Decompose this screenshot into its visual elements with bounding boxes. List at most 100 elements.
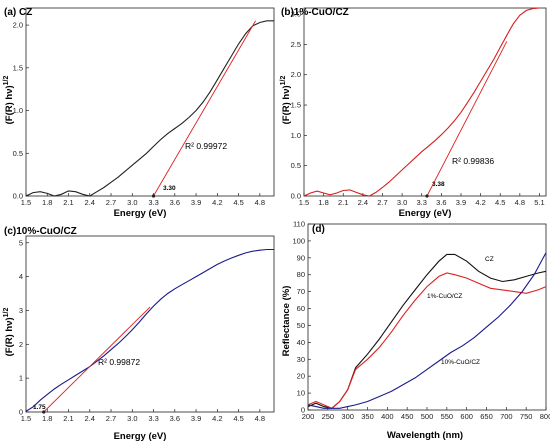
panel-a-xlabel: Energy (eV) [114, 208, 167, 219]
y-tick-label: 2.5 [291, 40, 301, 49]
x-tick-label: 2.7 [106, 414, 116, 423]
panel-b-ylabel: (F(R) hν)1/2 [280, 76, 292, 125]
x-tick-label: 3.6 [436, 198, 446, 207]
x-tick-label: 4.2 [475, 198, 485, 207]
x-tick-label: 450 [401, 412, 414, 421]
x-tick-label: 1.5 [299, 198, 309, 207]
x-tick-label: 650 [480, 412, 493, 421]
x-tick-label: 5.1 [534, 198, 544, 207]
x-tick-label: 3.3 [148, 414, 158, 423]
x-tick-label: 2.4 [85, 414, 95, 423]
series-line [303, 7, 540, 197]
panel-c-title: (c)10%-CuO/CZ [4, 226, 77, 237]
fit-line [43, 306, 151, 413]
panel-b: (b)1%-CuO/CZ Energy (eV) (F(R) hν)1/2 R²… [280, 7, 547, 219]
panel-d-xlabel: Wavelength (nm) [387, 430, 463, 441]
intercept-point [42, 410, 46, 414]
panel-a-intercept-label: 3.30 [163, 185, 176, 192]
y-tick-label: 1 [19, 374, 23, 383]
plot-frame [25, 235, 275, 413]
x-tick-label: 400 [381, 412, 394, 421]
panel-a-ylabel: (F(R) hν)1/2 [3, 76, 15, 125]
intercept-point [151, 194, 156, 198]
x-tick-label: 4.5 [233, 198, 243, 207]
y-tick-label: 0.5 [13, 149, 23, 158]
x-tick-label: 350 [361, 412, 374, 421]
fit-line [426, 41, 508, 197]
x-tick-label: 2.4 [85, 198, 95, 207]
y-tick-label: 0 [301, 406, 305, 415]
x-tick-label: 4.5 [495, 198, 505, 207]
series-line [25, 20, 274, 197]
y-tick-label: 2.0 [291, 70, 301, 79]
y-tick-label: 1.5 [291, 101, 301, 110]
y-tick-label: 110 [293, 220, 305, 229]
y-tick-label: 1.5 [13, 63, 23, 72]
x-tick-label: 700 [500, 412, 513, 421]
x-tick-label: 3.9 [191, 414, 201, 423]
y-tick-label: 1.0 [13, 106, 23, 115]
x-tick-label: 4.8 [255, 198, 265, 207]
x-tick-label: 800 [540, 412, 550, 421]
y-tick-label: 3 [19, 306, 23, 315]
panel-c: (c)10%-CuO/CZ Energy (eV) (F(R) hν)1/2 R… [3, 226, 275, 442]
y-tick-label: 40 [297, 338, 305, 347]
x-tick-label: 3.3 [148, 198, 158, 207]
panel-a-title: (a) CZ [4, 7, 32, 18]
panel-b-intercept-label: 3.38 [432, 181, 445, 188]
y-tick-label: 5 [19, 238, 23, 247]
panel-b-title: (b)1%-CuO/CZ [281, 7, 349, 18]
x-tick-label: 3.3 [417, 198, 427, 207]
y-tick-label: 20 [297, 372, 305, 381]
x-tick-label: 4.8 [515, 198, 525, 207]
series-line [307, 253, 547, 409]
x-tick-label: 4.8 [255, 414, 265, 423]
panel-c-r2-label: R² 0.99872 [98, 357, 140, 367]
y-tick-label: 0.0 [291, 192, 301, 201]
plot-frame [25, 7, 275, 197]
x-tick-label: 2.4 [358, 198, 368, 207]
x-tick-label: 300 [341, 412, 354, 421]
plot-frame [303, 7, 547, 197]
x-tick-label: 1.5 [21, 198, 31, 207]
x-tick-label: 2.1 [338, 198, 348, 207]
panel-b-xlabel: Energy (eV) [399, 208, 452, 219]
panel-c-intercept-label: 1.75 [33, 404, 46, 411]
panel-c-ylabel: (F(R) hν)1/2 [3, 308, 15, 357]
y-tick-label: 50 [297, 321, 305, 330]
x-tick-label: 1.5 [21, 414, 31, 423]
legend-label-cz: CZ [485, 256, 494, 263]
intercept-point [425, 194, 429, 198]
x-tick-label: 750 [520, 412, 533, 421]
y-tick-label: 4 [19, 272, 23, 281]
y-tick-label: 10 [297, 389, 305, 398]
series-line [25, 248, 274, 412]
x-tick-label: 1.8 [318, 198, 328, 207]
x-tick-label: 3.0 [127, 414, 137, 423]
y-tick-label: 1.0 [291, 131, 301, 140]
y-tick-label: 60 [297, 304, 305, 313]
y-tick-label: 30 [297, 355, 305, 364]
panel-b-r2-label: R² 0.99836 [452, 156, 494, 166]
y-tick-label: 70 [297, 287, 305, 296]
x-tick-label: 2.7 [377, 198, 387, 207]
y-tick-label: 100 [292, 236, 305, 245]
x-tick-label: 2.1 [63, 414, 73, 423]
x-tick-label: 3.6 [170, 414, 180, 423]
panel-a: (a) CZ Energy (eV) (F(R) hν)1/2 R² 0.999… [3, 7, 275, 219]
panel-d: (d) Wavelength (nm) Reflectance (%) CZ 1… [281, 220, 550, 442]
x-tick-label: 3.6 [170, 198, 180, 207]
y-tick-label: 0.5 [291, 161, 301, 170]
plot-frame [307, 223, 547, 411]
series-line [307, 252, 547, 409]
x-tick-label: 3.9 [191, 198, 201, 207]
panel-a-r2-label: R² 0.99972 [185, 141, 227, 151]
legend-label-1pct-cuo-cz: 1%-CuO/CZ [427, 293, 462, 300]
x-tick-label: 250 [322, 412, 335, 421]
panel-d-title: (d) [312, 224, 325, 235]
x-tick-label: 2.1 [63, 198, 73, 207]
x-tick-label: 550 [441, 412, 454, 421]
series-line [307, 272, 547, 409]
x-tick-label: 1.8 [42, 198, 52, 207]
x-tick-label: 3.0 [127, 198, 137, 207]
